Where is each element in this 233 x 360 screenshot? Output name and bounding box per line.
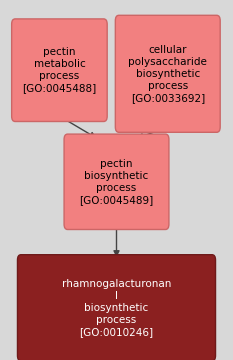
Text: pectin
metabolic
process
[GO:0045488]: pectin metabolic process [GO:0045488]: [22, 47, 96, 93]
Text: pectin
biosynthetic
process
[GO:0045489]: pectin biosynthetic process [GO:0045489]: [79, 159, 154, 205]
FancyBboxPatch shape: [64, 134, 169, 230]
FancyBboxPatch shape: [17, 255, 216, 360]
FancyBboxPatch shape: [12, 19, 107, 122]
Text: cellular
polysaccharide
biosynthetic
process
[GO:0033692]: cellular polysaccharide biosynthetic pro…: [128, 45, 207, 103]
Text: rhamnogalacturonan
I
biosynthetic
process
[GO:0010246]: rhamnogalacturonan I biosynthetic proces…: [62, 279, 171, 337]
FancyBboxPatch shape: [115, 15, 220, 132]
